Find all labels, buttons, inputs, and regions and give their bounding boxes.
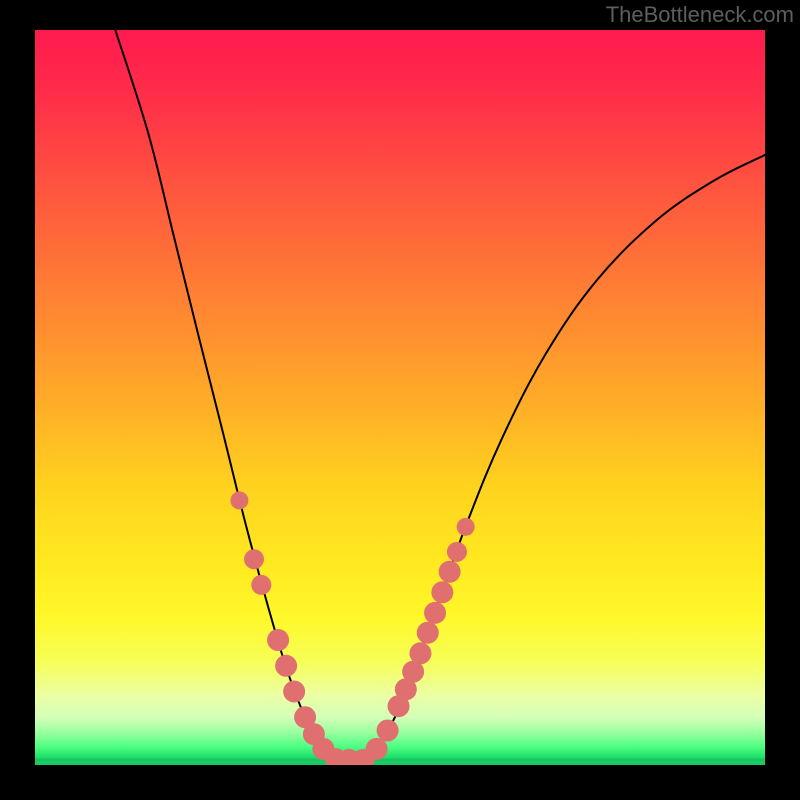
marker-left-branch (251, 575, 271, 595)
marker-right-branch (417, 622, 439, 644)
marker-left-branch (267, 629, 289, 651)
marker-left-branch (283, 681, 305, 703)
marker-left-branch (275, 655, 297, 677)
marker-right-branch (431, 581, 453, 603)
marker-right-branch (424, 602, 446, 624)
marker-left-branch (244, 549, 264, 569)
marker-right-branch (439, 561, 461, 583)
marker-right-branch (377, 719, 399, 741)
marker-right-branch (457, 518, 475, 536)
marker-right-branch (366, 738, 388, 760)
bottleneck-chart-svg (0, 0, 800, 800)
marker-left-branch (230, 491, 248, 509)
chart-root: TheBottleneck.com (0, 0, 800, 800)
plot-background (35, 30, 765, 765)
marker-right-branch (409, 642, 431, 664)
marker-right-branch (447, 542, 467, 562)
